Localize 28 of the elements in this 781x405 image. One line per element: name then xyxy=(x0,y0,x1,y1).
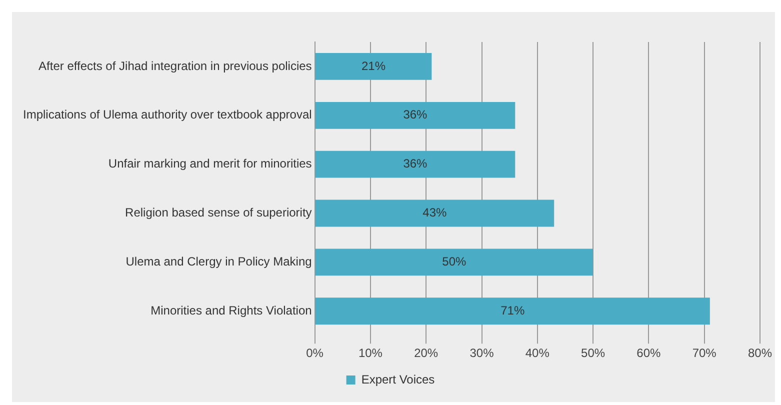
y-tick-label: After effects of Jihad integration in previous policies xyxy=(38,58,312,73)
x-tick-label: 10% xyxy=(358,346,383,360)
y-tick-label: Unfair marking and merit for minorities xyxy=(108,156,312,171)
data-label: 36% xyxy=(403,108,428,122)
data-label: 43% xyxy=(422,206,448,220)
x-tick-label: 30% xyxy=(470,346,494,360)
bar xyxy=(315,248,594,276)
data-label: 71% xyxy=(500,303,525,318)
y-tick-label: Implications of Ulema authority over textbook approval xyxy=(22,108,312,122)
data-label: 21% xyxy=(361,58,386,73)
x-tick-label: 50% xyxy=(581,346,606,360)
bar xyxy=(315,200,554,227)
y-tick-label: Religion based sense of superiority xyxy=(125,206,312,220)
x-tick-label: 0% xyxy=(306,346,324,360)
legend-label: Expert Voices xyxy=(361,372,435,386)
x-tick-label: 60% xyxy=(636,346,662,360)
bar xyxy=(315,53,432,80)
x-tick-label: 80% xyxy=(748,346,772,360)
x-tick-label: 70% xyxy=(692,346,717,360)
x-tick-label: 40% xyxy=(525,346,550,360)
y-tick-label: Ulema and Clergy in Policy Making xyxy=(126,254,312,269)
bar xyxy=(315,150,516,178)
x-tick-label: 20% xyxy=(414,346,438,360)
y-tick-label: Minorities and Rights Violation xyxy=(150,303,312,318)
bar xyxy=(315,102,516,129)
data-label: 36% xyxy=(403,156,428,171)
data-label: 50% xyxy=(442,254,467,269)
bar xyxy=(315,298,710,325)
